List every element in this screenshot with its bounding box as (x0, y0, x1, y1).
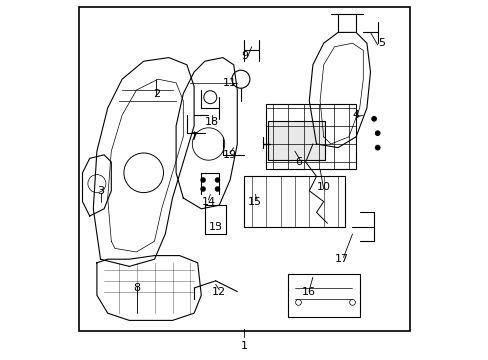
Text: 17: 17 (334, 254, 348, 264)
Text: 19: 19 (223, 150, 237, 160)
Circle shape (215, 177, 220, 183)
Text: 7: 7 (190, 132, 197, 142)
Text: 2: 2 (152, 89, 160, 99)
Text: 13: 13 (208, 222, 222, 232)
FancyBboxPatch shape (267, 121, 325, 160)
Text: 8: 8 (133, 283, 140, 293)
Text: 1: 1 (241, 341, 247, 351)
Text: 12: 12 (212, 287, 226, 297)
Circle shape (200, 186, 205, 192)
Text: 5: 5 (377, 38, 384, 48)
Text: 3: 3 (97, 186, 104, 196)
Text: 18: 18 (204, 117, 219, 127)
Circle shape (374, 130, 380, 136)
Text: 9: 9 (241, 51, 247, 61)
Text: 6: 6 (294, 157, 302, 167)
Text: 15: 15 (248, 197, 262, 207)
Circle shape (215, 186, 220, 192)
Circle shape (370, 116, 376, 122)
Text: 11: 11 (223, 78, 237, 88)
Text: 14: 14 (201, 197, 215, 207)
Circle shape (200, 177, 205, 183)
Text: 16: 16 (302, 287, 316, 297)
Circle shape (374, 145, 380, 150)
Text: 4: 4 (352, 110, 359, 120)
Text: 10: 10 (316, 182, 330, 192)
